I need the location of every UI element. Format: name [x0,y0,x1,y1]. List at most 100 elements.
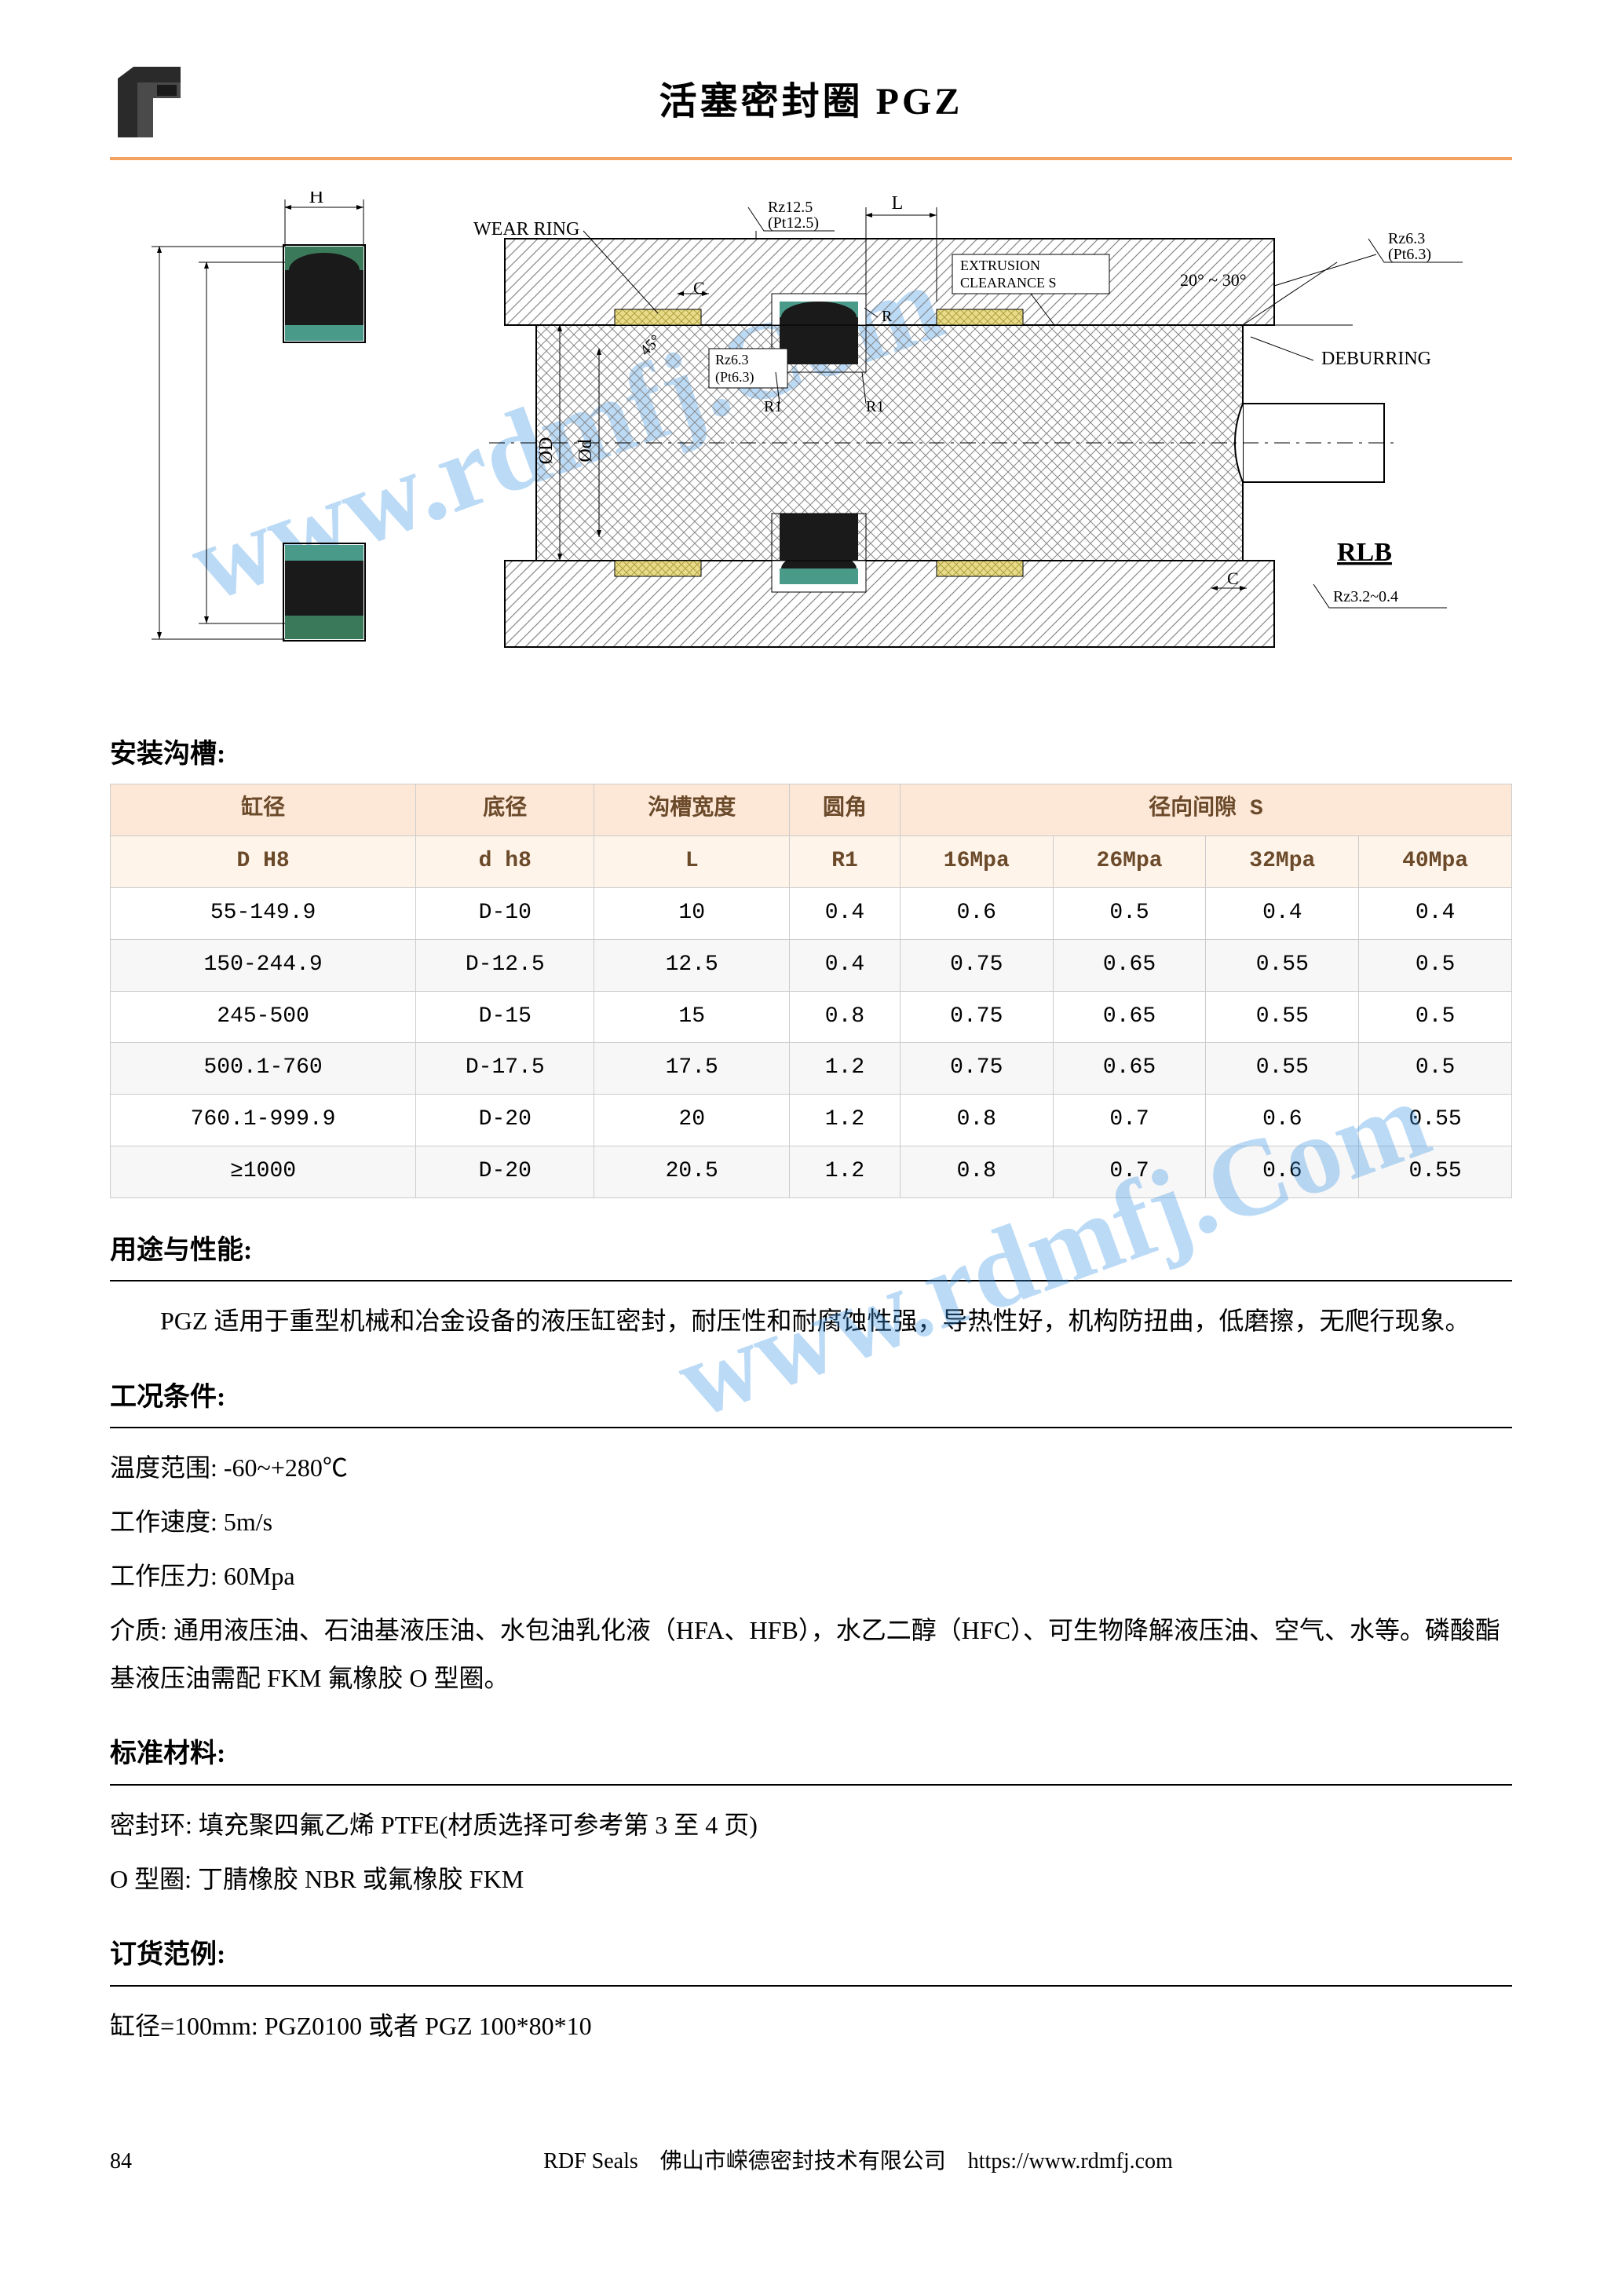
svg-text:C: C [693,278,705,298]
svg-text:R1: R1 [866,398,884,415]
table-cell: D-20 [416,1095,594,1146]
table-cell: D-17.5 [416,1043,594,1095]
table-cell: 0.8 [900,1146,1053,1197]
th: d h8 [416,836,594,888]
table-cell: D-20 [416,1146,594,1197]
technical-diagram: H [110,192,1512,694]
order-text: 缸径=100mm: PGZ0100 或者 PGZ 100*80*10 [110,2002,1512,2050]
svg-text:R: R [882,308,893,325]
table-cell: 0.5 [1359,991,1512,1043]
th: 底径 [416,784,594,836]
table-cell: 0.4 [1206,887,1359,939]
table-cell: 0.8 [790,991,901,1043]
left-view: H [152,192,365,641]
svg-text:Rz3.2~0.4: Rz3.2~0.4 [1333,588,1398,605]
cond-temp: 温度范围: -60~+280℃ [110,1444,1512,1492]
rz63i-line1: Rz6.3 [715,352,749,367]
table-cell: 0.75 [900,939,1053,991]
table-cell: 1.2 [790,1146,901,1197]
table-cell: 760.1-999.9 [111,1095,416,1146]
table-cell: 10 [594,887,790,939]
rule [110,1280,1512,1281]
th: L [594,836,790,888]
table-cell: 17.5 [594,1043,790,1095]
table-cell: 245-500 [111,991,416,1043]
rz63r-line1: Rz6.3 [1388,230,1425,247]
seal-icon [110,63,204,141]
table-cell: 0.55 [1359,1095,1512,1146]
table-cell: 0.75 [900,991,1053,1043]
table-cell: 12.5 [594,939,790,991]
rz125-line2: (Pt12.5) [768,214,819,232]
table-cell: 15 [594,991,790,1043]
table-cell: 0.55 [1206,939,1359,991]
table-cell: 0.5 [1359,1043,1512,1095]
page-header: 活塞密封圈 PGZ [110,63,1512,141]
table-cell: 0.65 [1053,1043,1206,1095]
rule [110,1985,1512,1987]
table-row: 760.1-999.9D-20201.20.80.70.60.55 [111,1095,1512,1146]
table-cell: D-10 [416,887,594,939]
footer-company: RDF Seals 佛山市嵘德密封技术有限公司 https://www.rdmf… [204,2144,1512,2180]
th: 40Mpa [1359,836,1512,888]
table-cell: 0.4 [1359,887,1512,939]
th: 缸径 [111,784,416,836]
table-row: 55-149.9D-10100.40.60.50.40.4 [111,887,1512,939]
th: D H8 [111,836,416,888]
table-cell: 0.8 [900,1095,1053,1146]
svg-text:WEAR RING: WEAR RING [473,219,579,239]
table-cell: 0.55 [1206,1043,1359,1095]
table-cell: 0.55 [1359,1146,1512,1197]
th: 圆角 [790,784,901,836]
table-cell: 500.1-760 [111,1043,416,1095]
svg-text:Ød: Ød [575,439,596,462]
rz63i-line2: (Pt6.3) [715,369,754,386]
right-view: ØD Ød WEAR RING Rz12.5 (Pt12.5) L EXTRUS [473,193,1463,647]
th: 径向间隙 S [900,784,1511,836]
svg-text:RLB: RLB [1337,538,1392,567]
table-cell: 1.2 [790,1095,901,1146]
table-cell: 0.7 [1053,1146,1206,1197]
svg-text:L: L [892,193,904,214]
page-footer: 84 RDF Seals 佛山市嵘德密封技术有限公司 https://www.r… [110,2144,1512,2180]
mat-seal: 密封环: 填充聚四氟乙烯 PTFE(材质选择可参考第 3 至 4 页) [110,1801,1512,1849]
table-cell: 0.65 [1053,991,1206,1043]
table-cell: 0.5 [1359,939,1512,991]
groove-heading: 安装沟槽: [110,733,1512,776]
mat-oring: O 型圈: 丁腈橡胶 NBR 或氟橡胶 FKM [110,1855,1512,1903]
materials-heading: 标准材料: [110,1733,1512,1775]
rule [110,1427,1512,1428]
table-cell: 0.6 [900,887,1053,939]
extrusion-line1: EXTRUSION [960,258,1040,273]
table-cell: 0.5 [1053,887,1206,939]
table-cell: D-12.5 [416,939,594,991]
usage-heading: 用途与性能: [110,1230,1512,1272]
svg-text:H: H [309,192,324,207]
page-number: 84 [110,2144,204,2180]
groove-table: 缸径 底径 沟槽宽度 圆角 径向间隙 S D H8 d h8 L R1 16Mp… [110,784,1512,1197]
table-row: ≥1000D-2020.51.20.80.70.60.55 [111,1146,1512,1197]
table-cell: 1.2 [790,1043,901,1095]
page: www.rdmfj.Com www.rdmfj.Com 活塞密封圈 PGZ [110,63,1512,2179]
table-row: 245-500D-15150.80.750.650.550.5 [111,991,1512,1043]
table-cell: 0.7 [1053,1095,1206,1146]
table-cell: 0.6 [1206,1095,1359,1146]
table-cell: 20.5 [594,1146,790,1197]
th: 32Mpa [1206,836,1359,888]
table-cell: 55-149.9 [111,887,416,939]
table-cell: 0.6 [1206,1146,1359,1197]
page-title: 活塞密封圈 PGZ [236,72,1386,133]
conditions-heading: 工况条件: [110,1377,1512,1419]
table-cell: 20 [594,1095,790,1146]
svg-text:20° ~ 30°: 20° ~ 30° [1180,270,1247,290]
title-rule [110,157,1512,160]
usage-text: PGZ 适用于重型机械和冶金设备的液压缸密封，耐压性和耐腐蚀性强，导热性好，机构… [110,1297,1512,1345]
table-cell: 150-244.9 [111,939,416,991]
table-cell: ≥1000 [111,1146,416,1197]
table-cell: 0.4 [790,887,901,939]
extrusion-line2: CLEARANCE S [960,275,1057,291]
th: 16Mpa [900,836,1053,888]
order-heading: 订货范例: [110,1934,1512,1976]
table-cell: D-15 [416,991,594,1043]
svg-text:DEBURRING: DEBURRING [1321,349,1431,369]
